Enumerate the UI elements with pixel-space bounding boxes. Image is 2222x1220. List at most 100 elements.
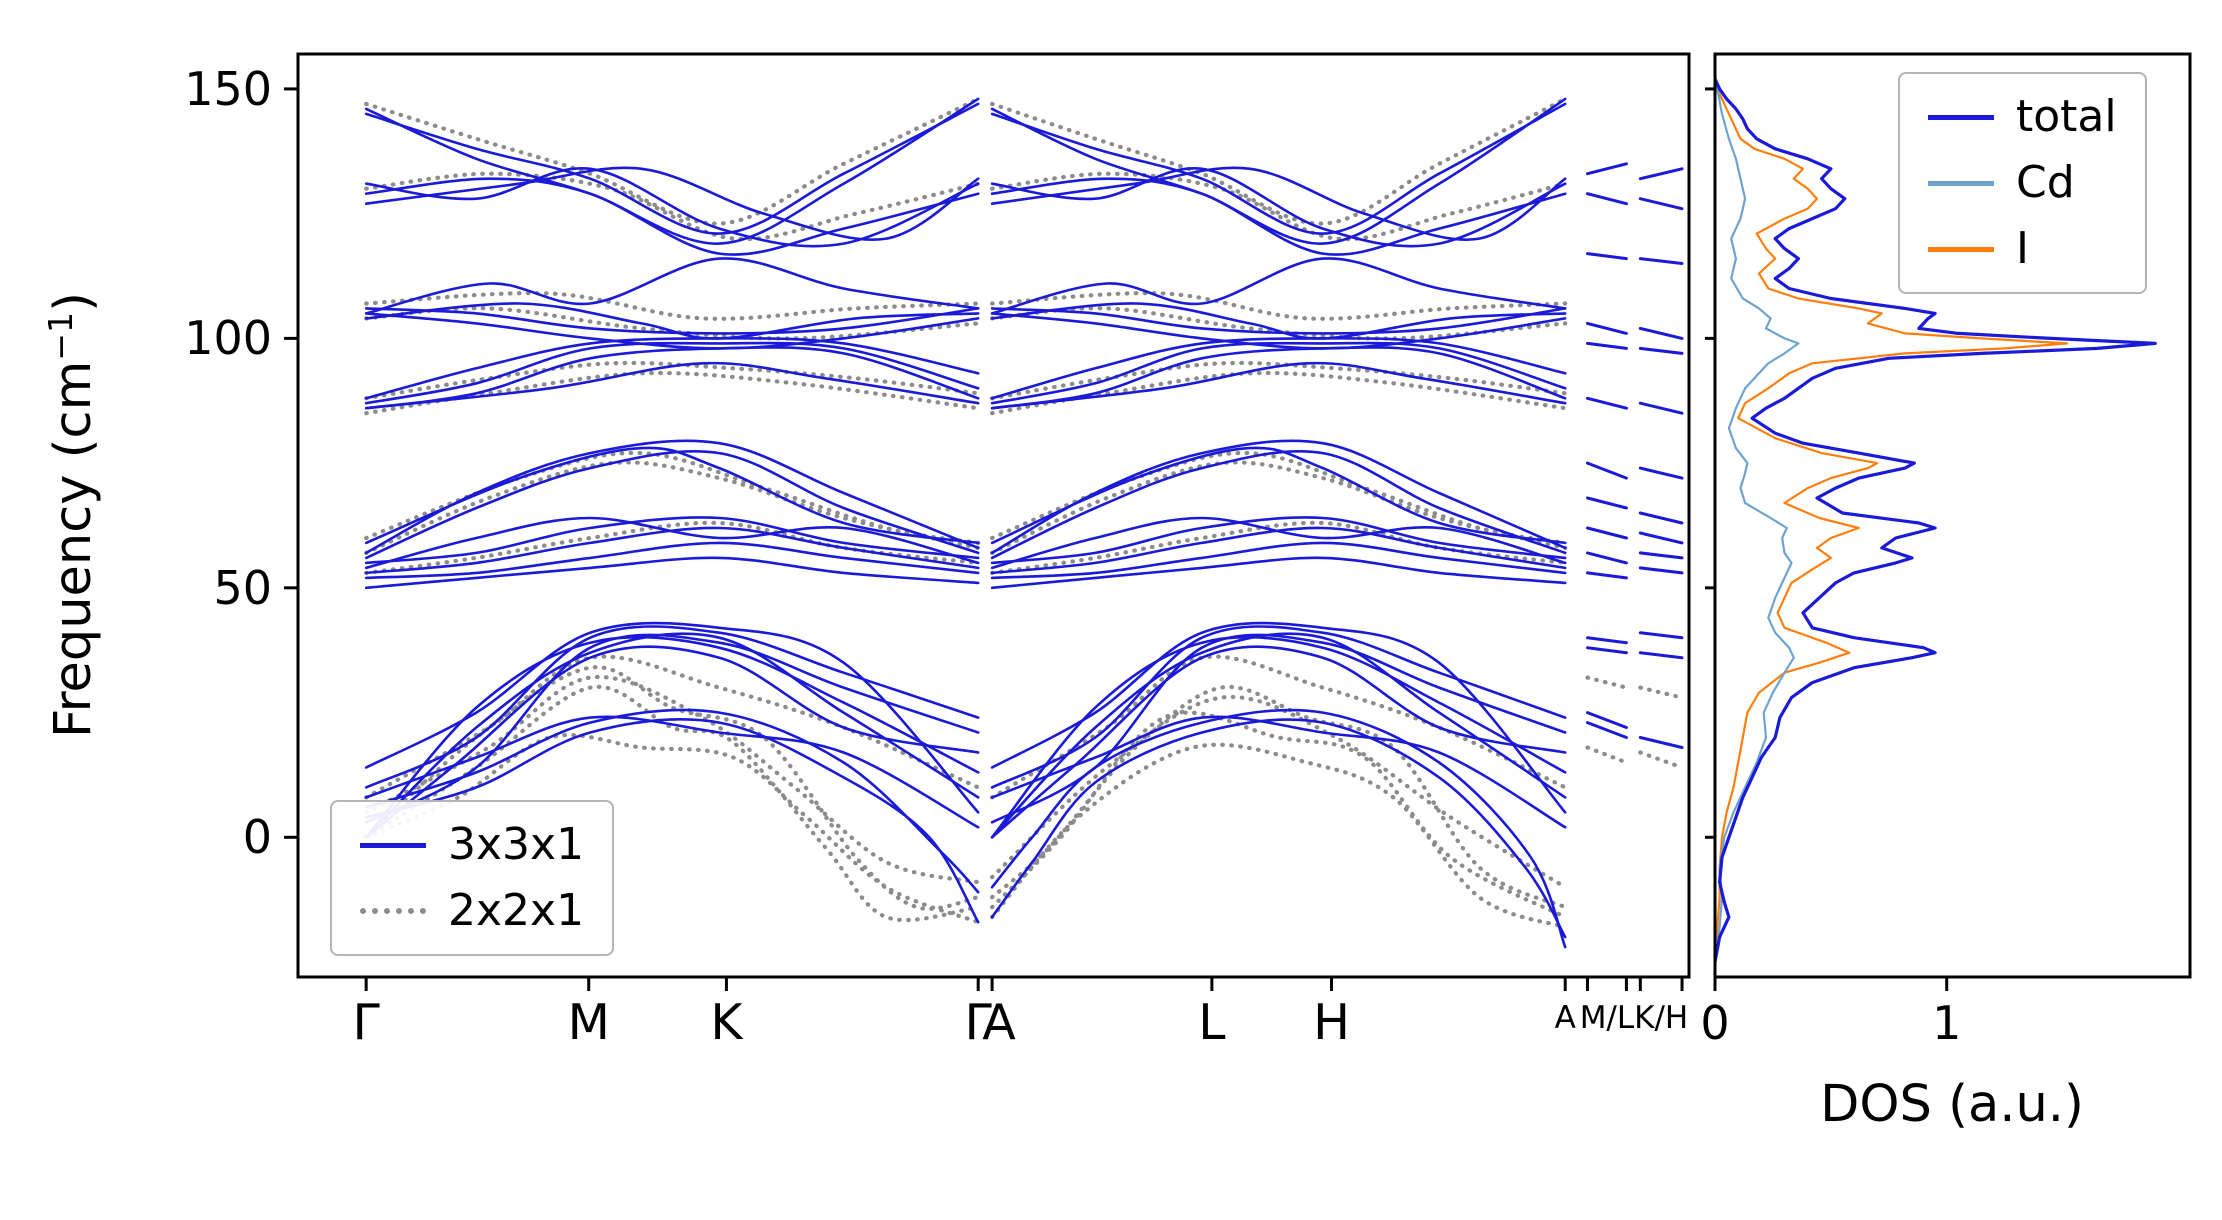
band-path <box>364 102 980 235</box>
legend-line-sample <box>360 842 426 848</box>
band-path <box>990 625 1567 789</box>
band-path <box>990 718 1567 939</box>
band-path <box>990 449 1567 560</box>
band-path <box>990 312 1567 350</box>
band-path <box>364 361 980 410</box>
band-path <box>364 715 980 829</box>
legend-label: 2x2x1 <box>448 885 585 936</box>
band-path <box>364 257 980 315</box>
band-end-segment <box>1586 341 1628 350</box>
band-end-segment <box>1586 646 1628 655</box>
band-path <box>990 171 1568 242</box>
band-path <box>990 166 1567 241</box>
legend-dos: total Cd I <box>1898 72 2147 294</box>
legend-supercell: 3x3x1 2x2x1 <box>330 800 615 956</box>
band-path <box>990 635 1567 839</box>
band-path <box>364 449 980 560</box>
band-path <box>990 346 1567 410</box>
legend-line-sample <box>360 908 426 914</box>
band-end-segment <box>1638 531 1684 545</box>
band-path <box>990 742 1568 930</box>
band-path <box>364 312 980 350</box>
band-path <box>364 341 980 405</box>
band-end-segment <box>1586 571 1628 580</box>
band-path <box>990 177 1567 256</box>
band-path <box>990 645 1567 839</box>
band-path <box>990 370 1568 416</box>
band-path <box>364 171 981 242</box>
band-path <box>364 633 980 824</box>
dos-curve-I <box>1715 78 2069 963</box>
band-path <box>990 526 1567 575</box>
band-end-segment <box>1638 631 1684 640</box>
band-end-segment <box>1638 750 1685 770</box>
band-path <box>990 450 1568 545</box>
band-path <box>364 516 980 570</box>
band-path <box>364 306 981 341</box>
band-path <box>990 446 1567 545</box>
band-end-segment <box>1638 257 1684 265</box>
band-path <box>990 96 1568 226</box>
band-path <box>990 541 1567 580</box>
band-end-segment <box>1586 252 1628 261</box>
legend-entry: 2x2x1 <box>360 884 584 938</box>
band-path <box>364 166 980 248</box>
band-path <box>364 526 980 575</box>
band-path <box>990 621 1567 814</box>
band-path <box>364 446 980 545</box>
band-path <box>990 633 1567 824</box>
band-path <box>364 346 980 410</box>
band-end-segment <box>1586 192 1628 206</box>
band-end-segment <box>1585 675 1629 690</box>
bands-3x3x1 <box>364 97 1684 949</box>
band-end-segment <box>1586 636 1628 645</box>
band-end-segment <box>1586 711 1628 729</box>
band-path <box>990 520 1568 575</box>
band-path <box>364 460 981 555</box>
band-end-segment <box>1586 496 1628 510</box>
band-path <box>990 361 1567 410</box>
band-path <box>364 684 981 923</box>
band-path <box>990 302 1567 340</box>
band-end-segment <box>1638 346 1684 355</box>
legend-label: I <box>2016 223 2029 274</box>
dos-curves <box>1715 78 2157 963</box>
band-path <box>990 291 1568 321</box>
band-path <box>990 632 1567 839</box>
band-path <box>364 654 981 800</box>
band-end-segment <box>1638 651 1684 660</box>
band-path <box>364 96 981 226</box>
legend-line-sample <box>1928 246 1994 252</box>
frequency-axis-label-close: ) <box>44 291 103 312</box>
band-path <box>990 360 1568 401</box>
band-end-segment <box>1586 721 1628 739</box>
band-path <box>990 684 1568 910</box>
band-path <box>990 708 1567 949</box>
frequency-axis-label: Frequency (cm−1) <box>41 292 103 738</box>
dos-axis-label: DOS (a.u.) <box>1820 1075 2084 1134</box>
dos-panel-frame <box>1713 52 2192 979</box>
band-path <box>990 102 1567 235</box>
band-end-segment <box>1586 461 1628 480</box>
dos-curve-total <box>1715 78 2157 963</box>
legend-entry: I <box>1928 222 2117 276</box>
band-path <box>990 257 1567 315</box>
band-path <box>364 708 980 894</box>
band-path <box>364 732 981 925</box>
band-path <box>364 360 981 401</box>
band-path <box>990 307 1567 335</box>
band-end-segment <box>1586 396 1628 410</box>
band-path <box>364 177 980 256</box>
dos-curve-Cd <box>1715 78 1800 963</box>
legend-entry: 3x3x1 <box>360 818 584 872</box>
legend-entry: Cd <box>1928 156 2117 210</box>
band-end-segment <box>1586 551 1628 565</box>
band-end-segment <box>1638 326 1684 340</box>
band-end-segment <box>1586 321 1628 335</box>
band-path <box>364 166 980 241</box>
band-path <box>990 341 1567 405</box>
band-end-segment <box>1638 167 1684 181</box>
band-path <box>364 370 981 416</box>
